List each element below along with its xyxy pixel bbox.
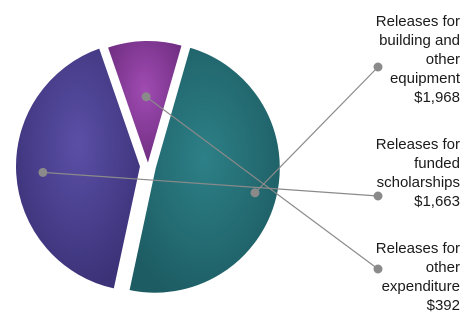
slice-label-line: building and xyxy=(379,32,460,49)
leader-dot xyxy=(373,191,383,201)
slice-building xyxy=(127,45,282,295)
slice-label-line: funded xyxy=(414,155,460,172)
slice-label-line: other xyxy=(425,259,460,276)
slice-value: $1,663 xyxy=(414,193,460,210)
slice-label-line: Releases for xyxy=(375,136,460,153)
slice-label-building: Releases for building and other equipmen… xyxy=(340,12,460,107)
slice-other-expenditure xyxy=(105,39,184,170)
slice-value: $1,968 xyxy=(414,89,460,106)
slice-label-other-expenditure: Releases for other expenditure $392 xyxy=(340,239,460,315)
slice-label-line: Releases for xyxy=(375,240,460,257)
leader-dot xyxy=(141,92,151,102)
leader-dot xyxy=(373,62,383,72)
slice-label-line: other xyxy=(425,51,460,68)
leader-line xyxy=(42,171,379,197)
leader-dot xyxy=(373,264,383,274)
leader-line xyxy=(254,66,379,194)
leader-dot xyxy=(38,167,48,177)
slice-label-line: Releases for xyxy=(375,13,460,30)
slice-scholarships xyxy=(14,46,143,291)
slice-label-line: expenditure xyxy=(381,278,460,295)
slice-label-line: equipment xyxy=(389,70,460,87)
slice-label-scholarships: Releases for funded scholarships $1,663 xyxy=(340,135,460,211)
leader-line xyxy=(145,96,379,270)
slice-label-line: scholarships xyxy=(376,174,460,191)
slice-value: $392 xyxy=(426,297,460,314)
leader-dot xyxy=(250,188,260,198)
